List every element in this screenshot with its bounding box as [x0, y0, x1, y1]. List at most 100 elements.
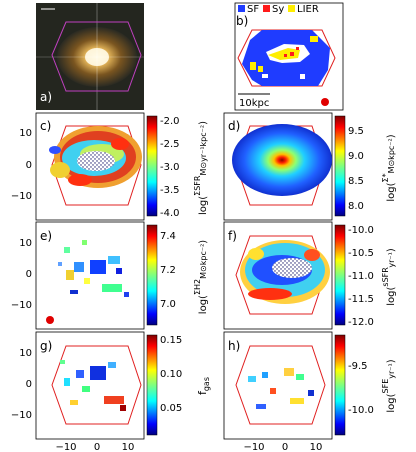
- colorbar-g: 0.15 0.10 0.05: [146, 334, 182, 436]
- colorbar-d: 9.5 9.0 8.5 8.0: [334, 115, 364, 217]
- colorbar-f: -10.0 -10.5 -11.0 -11.5 -12.0: [334, 224, 374, 328]
- x-axis-h: −10 0 10: [243, 442, 322, 452]
- cb-label-g-b: gas: [202, 377, 211, 391]
- svg-text:fgas: fgas: [196, 377, 211, 395]
- cb-label-h-d: ): [386, 359, 397, 363]
- cb-h-tick-1: -10.0: [348, 405, 374, 416]
- legend-sy: Sy: [272, 4, 284, 15]
- cb-label-d-d: ): [386, 134, 397, 138]
- colorbar-e: 7.4 7.2 7.0: [146, 224, 176, 326]
- cb-f-tick-3: -11.5: [348, 294, 374, 305]
- cb-h-tick-0: -9.5: [348, 361, 368, 372]
- cb-f-tick-0: -10.0: [348, 225, 374, 236]
- y-axis-row-c: 10 0 −10: [11, 128, 32, 202]
- cb-label-c-d: ): [198, 121, 209, 125]
- cb-label-c-a: log(: [198, 196, 209, 215]
- scale-bar-label: 10kpc: [239, 98, 269, 109]
- xtick-g-2: 10: [122, 442, 135, 452]
- panel-f-label: f): [228, 229, 237, 243]
- cb-g-tick-2: 0.05: [160, 403, 182, 414]
- panel-a-label: a): [40, 90, 52, 104]
- colorbar-h: -9.5 -10.0: [334, 334, 374, 436]
- cb-label-c: log(ΣSFRM⊙yr⁻¹kpc⁻²): [193, 121, 209, 215]
- xtick-g-0: −10: [55, 442, 76, 452]
- panel-a: a): [36, 3, 144, 110]
- legend-lier: LIER: [297, 4, 319, 15]
- cb-label-d-a: log(: [386, 182, 397, 201]
- panel-f: f): [223, 221, 333, 330]
- ytick-g-0: 10: [19, 348, 32, 359]
- x-axis-g: −10 0 10: [55, 442, 134, 452]
- cb-label-h-b: SFE: [381, 379, 390, 394]
- cb-f-tick-1: -10.5: [348, 248, 374, 259]
- panel-e: e): [35, 221, 145, 330]
- panel-h: h): [223, 331, 333, 440]
- cb-label-e-b: ΣH2: [193, 279, 202, 295]
- cb-label-h: log(SFEyr⁻¹): [381, 359, 397, 412]
- svg-text:log(sSFRyr⁻¹): log(sSFRyr⁻¹): [381, 248, 397, 306]
- svg-text:log(SFEyr⁻¹): log(SFEyr⁻¹): [381, 359, 397, 412]
- cb-label-e-a: log(: [198, 295, 209, 314]
- cb-label-h-c: yr⁻¹: [387, 363, 396, 378]
- panel-d: d): [223, 112, 333, 221]
- cb-e-tick-2: 7.0: [160, 299, 176, 310]
- cb-c-tick-3: -3.5: [160, 185, 180, 196]
- ytick-e-1: 0: [26, 269, 32, 280]
- cb-d-tick-0: 9.5: [348, 126, 364, 137]
- panel-g-label: g): [40, 339, 52, 353]
- cb-f-tick-4: -12.0: [348, 317, 374, 328]
- cb-label-g-a: f: [196, 390, 209, 395]
- cb-label-g: fgas: [196, 377, 211, 395]
- ytick-c-2: −10: [11, 191, 32, 202]
- ytick-e-2: −10: [11, 300, 32, 311]
- panel-c-label: c): [40, 119, 51, 133]
- panel-b-label: b): [236, 14, 248, 28]
- cb-e-tick-0: 7.4: [160, 231, 176, 242]
- cb-label-e-c: M⊙kpc⁻²: [199, 244, 208, 279]
- y-axis-row-g: 10 0 −10: [11, 348, 32, 421]
- svg-text:log(ΣH2M⊙kpc⁻²): log(ΣH2M⊙kpc⁻²): [193, 240, 209, 314]
- xtick-h-2: 10: [310, 442, 323, 452]
- cb-label-c-c: M⊙yr⁻¹kpc⁻²: [199, 125, 208, 176]
- cb-d-tick-3: 8.0: [348, 201, 364, 212]
- cb-d-tick-2: 8.5: [348, 176, 364, 187]
- cb-label-h-a: log(: [386, 393, 397, 412]
- legend-sf: SF: [247, 4, 259, 15]
- cb-g-tick-0: 0.15: [160, 335, 182, 346]
- cb-label-d-c: M⊙kpc⁻²: [387, 138, 396, 173]
- cb-label-c-b: ΣSFR: [193, 175, 202, 196]
- ytick-c-1: 0: [26, 160, 32, 171]
- panel-c: c): [35, 112, 145, 221]
- cb-label-f-c: yr⁻¹: [387, 252, 396, 267]
- xtick-h-0: −10: [243, 442, 264, 452]
- xtick-g-1: 0: [94, 442, 100, 452]
- cb-d-tick-1: 9.0: [348, 151, 364, 162]
- cb-label-d-b: Σ*: [381, 173, 390, 182]
- cb-label-f-b: sSFR: [381, 267, 390, 287]
- cb-g-tick-1: 0.10: [160, 369, 182, 380]
- panel-h-label: h): [228, 339, 240, 353]
- panel-d-label: d): [228, 119, 240, 133]
- cb-label-f: log(sSFRyr⁻¹): [381, 248, 397, 306]
- cb-c-tick-2: -3.0: [160, 162, 180, 173]
- cb-label-f-a: log(: [386, 286, 397, 305]
- cb-f-tick-2: -11.0: [348, 271, 374, 282]
- y-axis-row-e: 10 0 −10: [11, 238, 32, 311]
- panel-e-label: e): [40, 229, 52, 243]
- colorbar-c: -2.0 -2.5 -3.0 -3.5 -4.0: [146, 115, 180, 219]
- cb-label-e: log(ΣH2M⊙kpc⁻²): [193, 240, 209, 314]
- xtick-h-1: 0: [282, 442, 288, 452]
- cb-c-tick-1: -2.5: [160, 139, 180, 150]
- svg-text:log(Σ*M⊙kpc⁻²): log(Σ*M⊙kpc⁻²): [381, 134, 397, 201]
- ytick-g-2: −10: [11, 410, 32, 421]
- cb-label-d: log(Σ*M⊙kpc⁻²): [381, 134, 397, 201]
- ytick-e-0: 10: [19, 238, 32, 249]
- cb-e-tick-1: 7.2: [160, 265, 176, 276]
- cb-c-tick-0: -2.0: [160, 116, 180, 127]
- cb-c-tick-4: -4.0: [160, 208, 180, 219]
- panel-b: SF Sy LIER b) 10kpc: [234, 2, 344, 111]
- cb-label-e-d: ): [198, 240, 209, 244]
- panel-g: g): [35, 331, 145, 440]
- ytick-g-1: 0: [26, 379, 32, 390]
- ytick-c-0: 10: [19, 128, 32, 139]
